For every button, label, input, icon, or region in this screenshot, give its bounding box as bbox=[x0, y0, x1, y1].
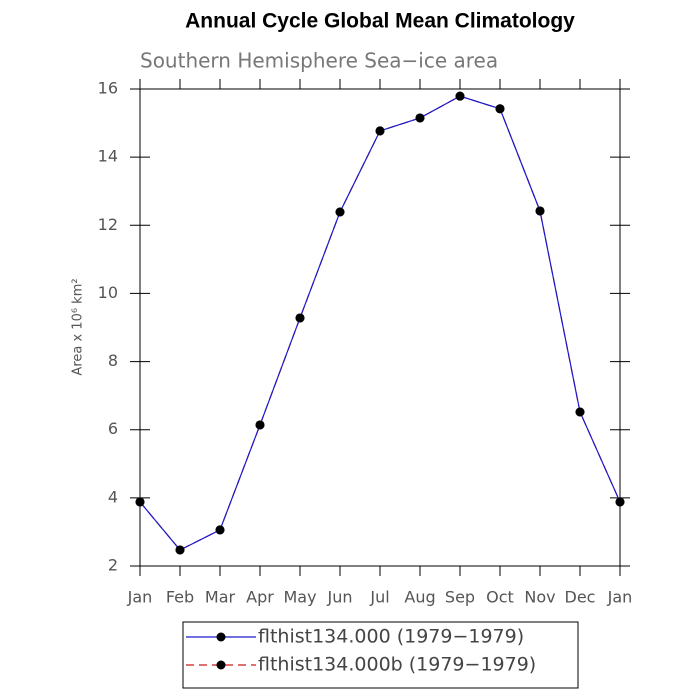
chart-subtitle: Southern Hemisphere Sea−ice area bbox=[140, 49, 498, 73]
x-tick-label: May bbox=[283, 588, 316, 607]
x-tick-label: Sep bbox=[445, 588, 475, 607]
y-tick-label: 4 bbox=[108, 487, 118, 506]
x-tick-label: Feb bbox=[166, 588, 194, 607]
x-tick-label: Aug bbox=[404, 588, 435, 607]
legend-marker bbox=[216, 632, 226, 642]
x-tick-label: Jan bbox=[127, 588, 153, 607]
legend-label: flthist134.000b (1979−1979) bbox=[258, 654, 536, 676]
point-marker bbox=[535, 206, 545, 216]
x-tick-label: Dec bbox=[565, 588, 596, 607]
x-tick-label: Mar bbox=[205, 588, 236, 607]
y-tick-label: 14 bbox=[98, 147, 118, 166]
point-marker bbox=[575, 407, 585, 417]
point-marker bbox=[415, 113, 425, 123]
y-tick-label: 16 bbox=[98, 79, 118, 98]
point-marker bbox=[615, 497, 625, 507]
x-tick-label: Jun bbox=[327, 588, 353, 607]
point-marker bbox=[495, 104, 505, 114]
x-tick-label: Nov bbox=[524, 588, 555, 607]
point-marker bbox=[255, 420, 265, 430]
point-marker bbox=[215, 525, 225, 535]
point-marker bbox=[175, 545, 185, 555]
point-marker bbox=[135, 497, 145, 507]
x-tick-label: Oct bbox=[486, 588, 514, 607]
y-tick-label: 6 bbox=[108, 419, 118, 438]
x-tick-label: Apr bbox=[246, 588, 274, 607]
point-marker bbox=[335, 207, 345, 217]
y-tick-label: 2 bbox=[108, 556, 118, 575]
point-marker bbox=[455, 91, 465, 101]
y-tick-label: 10 bbox=[98, 283, 118, 302]
x-tick-label: Jan bbox=[607, 588, 633, 607]
x-tick-label: Jul bbox=[369, 588, 389, 607]
legend-marker bbox=[216, 660, 226, 670]
series-line bbox=[139, 95, 621, 551]
y-tick-label: 8 bbox=[108, 351, 118, 370]
legend-label: flthist134.000 (1979−1979) bbox=[258, 626, 524, 648]
plot-frame bbox=[139, 88, 621, 567]
point-marker bbox=[295, 313, 305, 323]
series-line bbox=[139, 95, 621, 551]
legend-box bbox=[182, 621, 579, 689]
y-tick-label: 12 bbox=[98, 215, 118, 234]
y-axis-label: Area x 10⁶ km² bbox=[71, 278, 86, 375]
point-marker bbox=[375, 126, 385, 136]
chart-title: Annual Cycle Global Mean Climatology bbox=[185, 10, 575, 33]
